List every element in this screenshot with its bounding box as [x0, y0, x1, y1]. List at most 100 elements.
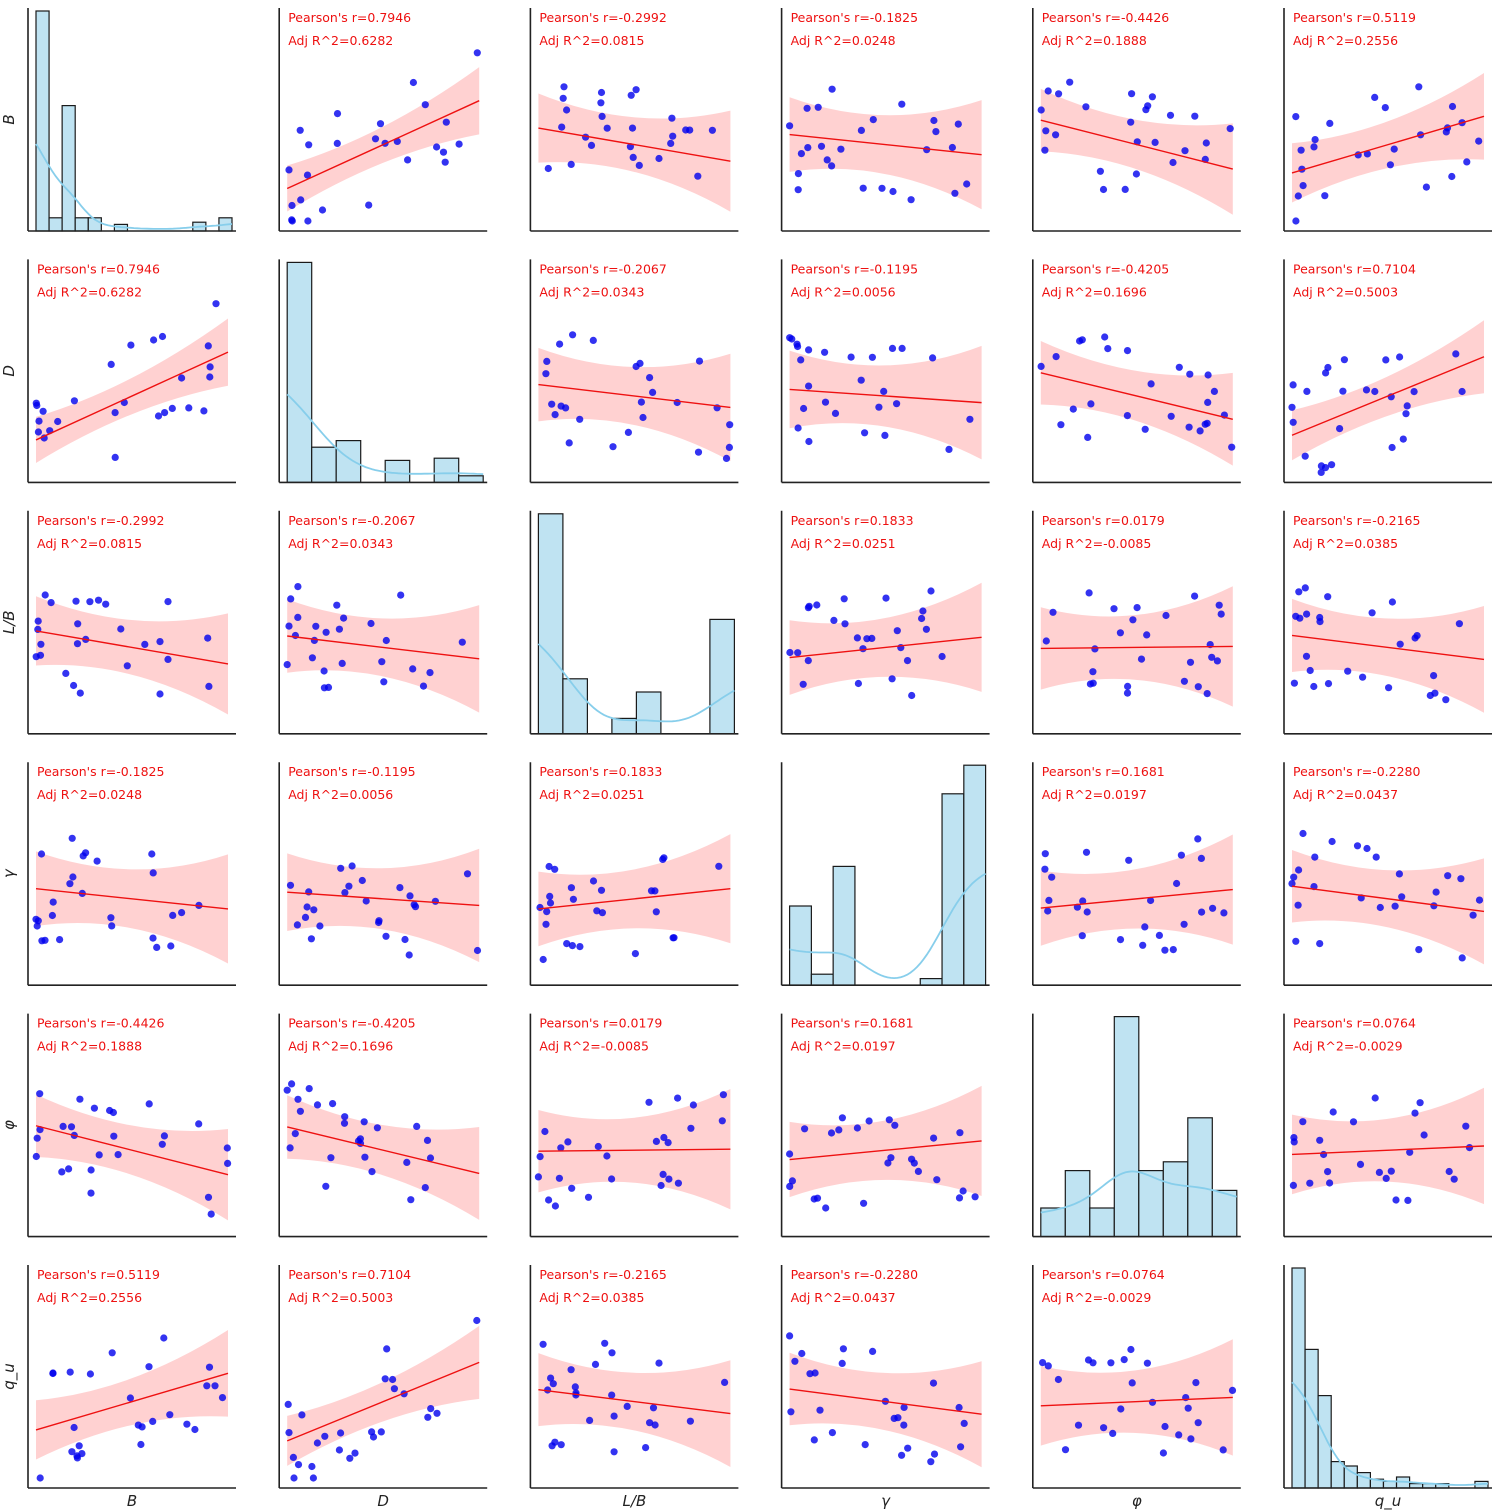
scatter-point [310, 906, 318, 914]
scatter-point [303, 171, 312, 179]
scatter-point [1292, 113, 1300, 121]
regression-line [789, 1140, 982, 1161]
scatter-point [1044, 907, 1052, 915]
scatter-point [548, 400, 556, 408]
scatter-point [1177, 851, 1185, 859]
scatter-point [382, 932, 390, 940]
scatter-point [1368, 609, 1376, 617]
kde-curve [1291, 1381, 1489, 1486]
scatter-point [383, 1345, 391, 1353]
kde-curve [35, 143, 233, 230]
scatter-point [1085, 589, 1093, 597]
scatter-point [1197, 854, 1205, 863]
panel-phi-vs-qu: Pearson's r=0.0764 Adj R^2=-0.0029 [1283, 1013, 1492, 1238]
scatter-point [1100, 1424, 1108, 1432]
confidence-band [1040, 834, 1233, 946]
scatter-point [1129, 616, 1137, 624]
scatter-point [421, 1184, 429, 1192]
scatter-point [433, 1409, 441, 1417]
scatter-point [1371, 387, 1379, 396]
scatter-point [137, 1440, 145, 1449]
scatter-point [1141, 923, 1149, 931]
regression-line [789, 636, 982, 659]
scatter-point [893, 627, 901, 635]
scatter-point [1289, 418, 1297, 426]
scatter-point [1204, 371, 1212, 379]
scatter-point [840, 595, 848, 603]
scatter-point [1147, 896, 1155, 905]
scatter-point [1181, 147, 1189, 155]
panel-qu-vs-d: Pearson's r=0.7104 Adj R^2=0.5003 [278, 1265, 488, 1489]
scatter-point [546, 899, 555, 907]
confidence-band [36, 1094, 228, 1221]
scatter-point [564, 1138, 572, 1146]
scatter-point [106, 1106, 114, 1115]
x-axis-label-qu: q_u [1375, 1492, 1402, 1511]
scatter-point [86, 1370, 94, 1378]
scatter-point [1302, 652, 1311, 660]
panel-d-vs-b: Pearson's r=0.7946 Adj R^2=0.6282 [27, 259, 236, 484]
scatter-point [551, 411, 559, 419]
panel-gamma-vs-gamma [780, 762, 990, 987]
scatter-point [813, 601, 821, 609]
confidence-band [1292, 1087, 1484, 1205]
scatter-point [539, 1340, 547, 1348]
scatter-point [955, 1403, 963, 1412]
scatter-point [813, 1194, 822, 1202]
scatter-point [536, 903, 544, 912]
scatter-point [207, 1210, 215, 1218]
scatter-point [87, 1189, 95, 1197]
scatter-point [409, 78, 417, 87]
scatter-point [576, 415, 584, 423]
scatter-point [882, 594, 890, 602]
scatter-point [371, 135, 380, 143]
scatter-point [294, 613, 302, 622]
regression-line [1040, 119, 1233, 170]
x-axis-label-gamma: γ [881, 1492, 891, 1510]
scatter-point [584, 1193, 593, 1201]
scatter-point [875, 403, 883, 411]
scatter-point [34, 917, 42, 925]
adj-r2-label: Adj R^2=0.0437 [1293, 787, 1398, 802]
scatter-point [301, 913, 310, 922]
confidence-band [538, 1353, 731, 1467]
scatter-point [786, 648, 794, 657]
scatter-point [1410, 388, 1418, 396]
scatter-point [309, 1474, 317, 1482]
histogram-bar [458, 475, 484, 483]
regression-line [35, 888, 229, 910]
scatter-point [218, 1394, 227, 1402]
scatter-point [1143, 631, 1151, 639]
scatter-point [335, 625, 343, 633]
scatter-point [166, 1411, 174, 1419]
scatter-point [636, 359, 644, 367]
scatter-point [1180, 677, 1188, 685]
scatter-point [318, 206, 327, 214]
scatter-point [40, 434, 48, 442]
scatter-point [719, 1091, 728, 1099]
histogram-bar [48, 217, 63, 232]
scatter-point [838, 1114, 847, 1122]
scatter-point [838, 1359, 846, 1367]
scatter-point [674, 1179, 683, 1187]
adj-r2-label: Adj R^2=0.0056 [791, 284, 896, 299]
scatter-point [562, 404, 570, 412]
scatter-point [183, 1420, 191, 1428]
pearson-r-label: Pearson's r=-0.2067 [288, 513, 415, 528]
scatter-point [959, 1187, 967, 1195]
pearson-r-label: Pearson's r=0.7104 [1293, 261, 1416, 276]
scatter-point [805, 437, 813, 446]
scatter-point [1328, 837, 1336, 846]
scatter-point [545, 862, 553, 871]
regression-line [286, 1361, 480, 1442]
scatter-point [426, 1154, 435, 1162]
scatter-point [426, 669, 434, 677]
panel-b-vs-b [27, 8, 236, 232]
scatter-point [1173, 879, 1181, 888]
scatter-point [1128, 90, 1136, 98]
scatter-point [1045, 896, 1053, 905]
confidence-band [287, 1325, 480, 1466]
scatter-point [107, 360, 115, 368]
adj-r2-label: Adj R^2=0.0815 [539, 33, 644, 48]
scatter-point [56, 936, 64, 944]
